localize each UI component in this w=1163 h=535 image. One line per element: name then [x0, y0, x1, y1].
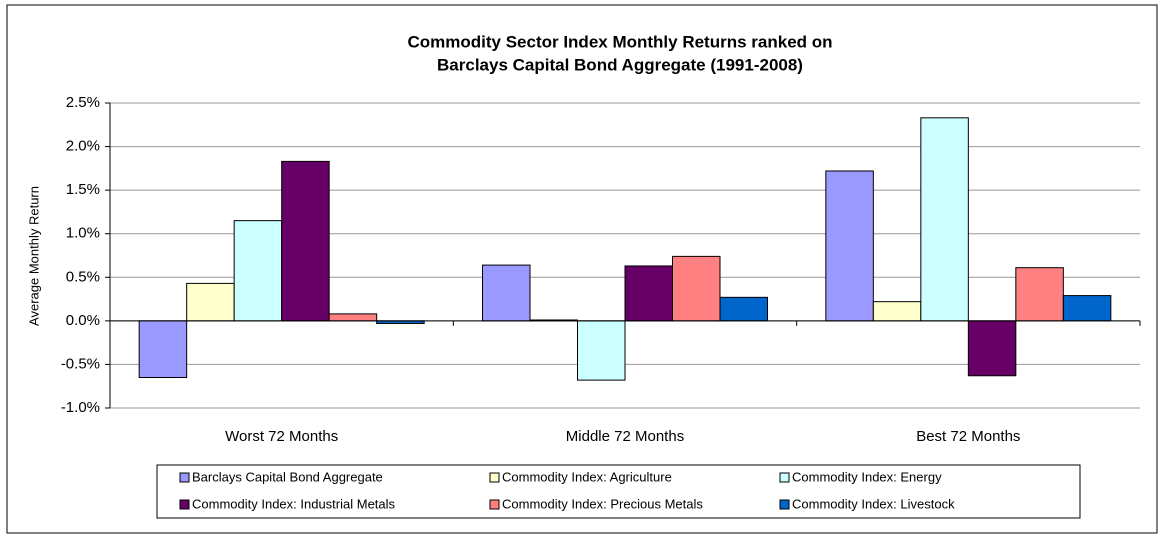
legend-label: Commodity Index: Precious Metals	[502, 496, 703, 511]
y-tick-label: 1.0%	[66, 225, 100, 242]
chart-frame	[6, 4, 1158, 534]
legend-swatch	[779, 472, 790, 483]
y-tick-label: 0.0%	[66, 312, 100, 329]
legend-swatch	[779, 499, 790, 510]
y-tick-label: 2.0%	[66, 138, 100, 155]
bar	[138, 320, 188, 379]
y-tick-label: 1.5%	[66, 181, 100, 198]
y-tick-label: 0.5%	[66, 268, 100, 285]
bar	[672, 255, 721, 322]
legend-label: Commodity Index: Industrial Metals	[192, 496, 396, 511]
legend-label: Barclays Capital Bond Aggregate	[192, 469, 383, 484]
legend-swatch	[489, 472, 500, 483]
legend-swatch	[489, 499, 500, 510]
bar	[233, 220, 283, 322]
legend-label: Commodity Index: Livestock	[792, 496, 955, 511]
chart-title: Commodity Sector Index Monthly Returns r…	[407, 32, 832, 51]
bar	[967, 320, 1017, 377]
bar	[186, 282, 235, 322]
bar	[825, 170, 874, 322]
bar	[1015, 267, 1064, 322]
bar	[1062, 295, 1112, 322]
x-tick-label: Middle 72 Months	[566, 428, 684, 445]
bar	[577, 320, 626, 381]
bar	[281, 160, 330, 322]
legend	[156, 464, 1081, 519]
bar	[328, 313, 378, 322]
bar	[624, 265, 673, 322]
y-tick-label: -0.5%	[61, 355, 100, 372]
legend-label: Commodity Index: Energy	[792, 469, 942, 484]
bar	[719, 296, 768, 322]
legend-swatch	[179, 499, 190, 510]
legend-label: Commodity Index: Agriculture	[502, 469, 672, 484]
chart-title: Barclays Capital Bond Aggregate (1991-20…	[437, 55, 803, 74]
x-tick-label: Best 72 Months	[916, 428, 1020, 445]
y-tick-label: -1.0%	[61, 399, 100, 416]
bar	[920, 117, 969, 322]
y-axis-label: Average Monthly Return	[26, 186, 41, 326]
bar	[872, 301, 922, 322]
bar	[482, 264, 531, 322]
x-tick-label: Worst 72 Months	[225, 428, 338, 445]
y-tick-label: 2.5%	[66, 94, 100, 111]
legend-swatch	[179, 472, 190, 483]
